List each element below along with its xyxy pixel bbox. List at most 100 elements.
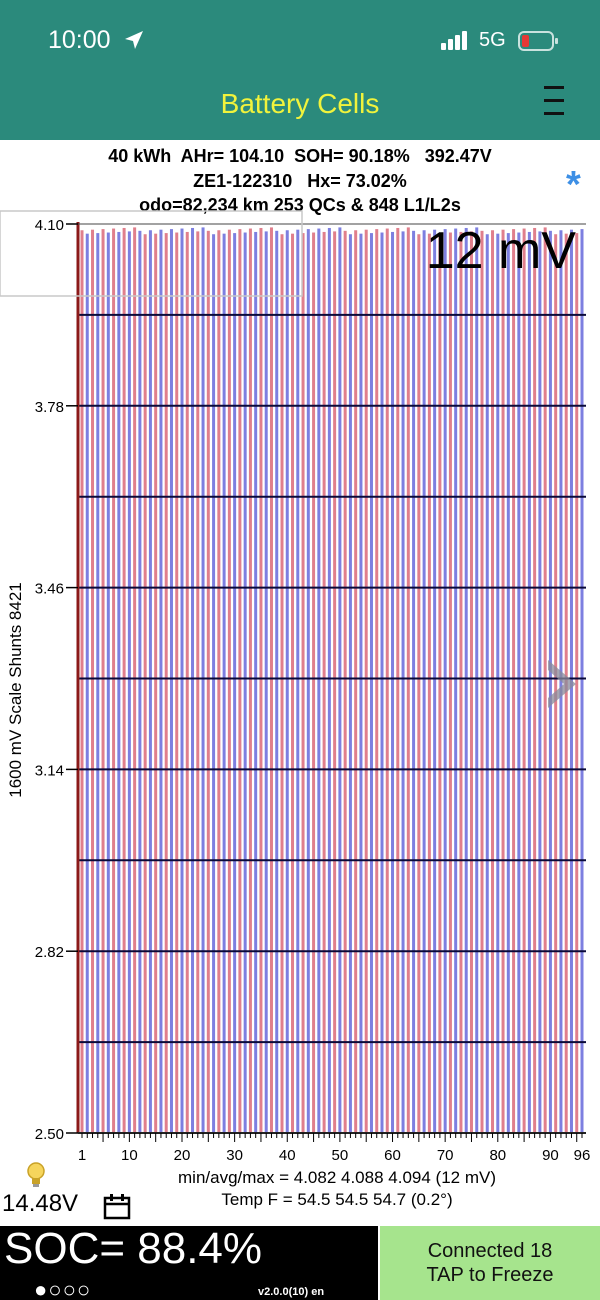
cell-bar [148, 230, 152, 1133]
x-tick-label: 96 [574, 1147, 591, 1164]
cell-bar [185, 231, 189, 1133]
calendar-icon[interactable] [102, 1192, 132, 1220]
x-tick-label: 70 [437, 1147, 454, 1164]
cell-bar [238, 229, 242, 1134]
cell-bar [401, 231, 405, 1133]
cell-bar [254, 231, 258, 1133]
cell-bar [343, 230, 347, 1133]
cell-bar [333, 231, 337, 1133]
cell-bar [454, 228, 458, 1134]
cell-bar [517, 232, 521, 1133]
zoom-box [0, 210, 303, 297]
cell-bar [222, 233, 226, 1133]
cell-voltage-chart[interactable]: 4.10 3.78 3.46 3.14 2.82 2.50 1 10 20 30 40 50 60 70… [0, 205, 600, 1223]
lightbulb-icon[interactable] [25, 1161, 47, 1189]
cell-bar [438, 233, 442, 1134]
x-tick-label: 1 [78, 1147, 86, 1164]
min-avg-max-stats: min/avg/max = 4.082 4.088 4.094 (12 mV) [178, 1168, 496, 1187]
cell-bar [169, 229, 173, 1134]
cell-bar [538, 231, 542, 1133]
cell-bar [96, 233, 100, 1134]
cell-bar [501, 229, 505, 1133]
page-dots[interactable]: ●○○○ [34, 1277, 92, 1300]
cell-bar [459, 231, 463, 1133]
cell-bar [554, 234, 558, 1134]
cell-bar [354, 230, 358, 1133]
cell-bar [217, 230, 221, 1133]
soc-readout: SOC= 88.4% [4, 1224, 263, 1273]
cell-bar [548, 230, 552, 1133]
app-version: v2.0.0(10) en [258, 1286, 325, 1298]
x-tick-label: 20 [174, 1147, 191, 1164]
cell-bar [248, 228, 252, 1134]
cell-bar [206, 230, 210, 1133]
y-tick-label: 3.14 [35, 762, 64, 779]
cell-bar [575, 233, 579, 1134]
x-tick-label: 80 [489, 1147, 506, 1164]
cell-bar [264, 231, 268, 1133]
freeze-instruction: TAP to Freeze [426, 1264, 554, 1286]
cell-bar [227, 229, 231, 1133]
cell-bar [496, 233, 500, 1133]
cell-bar [443, 229, 447, 1134]
aux-battery-voltage: 14.48V [2, 1190, 79, 1217]
y-tick-label: 2.82 [35, 944, 64, 961]
cell-bar [296, 229, 300, 1133]
cell-bar [122, 227, 126, 1134]
summary-line-pack: 40 kWh AHr= 104.10 SOH= 90.18% 392.47V [108, 146, 492, 166]
cell-bar [127, 231, 131, 1133]
next-page-chevron-icon[interactable] [542, 654, 584, 714]
cell-bar [359, 233, 363, 1133]
cell-bar [196, 231, 200, 1133]
menu-icon[interactable] [542, 84, 566, 118]
summary-line-vin: ZE1-122310 Hx= 73.02% [193, 171, 407, 191]
cell-bar [485, 234, 489, 1134]
cell-bar [269, 227, 273, 1133]
cell-bar [506, 233, 510, 1134]
cell-bar [106, 232, 110, 1133]
cell-bar [301, 233, 305, 1134]
cell-bar [159, 229, 163, 1133]
cell-bar [475, 227, 479, 1133]
cell-bar [275, 230, 279, 1133]
y-tick-label: 3.78 [35, 399, 64, 416]
cell-bar [543, 227, 547, 1133]
cell-bar [285, 230, 289, 1133]
x-tick-label: 60 [384, 1147, 401, 1164]
signal-icon [441, 31, 467, 50]
cell-bar [522, 228, 526, 1134]
cell-bar [348, 234, 352, 1134]
star-icon[interactable]: * [566, 164, 581, 206]
cell-bar [180, 228, 184, 1134]
x-tick-label: 50 [332, 1147, 349, 1164]
cell-bar [243, 232, 247, 1133]
cell-bar [417, 234, 421, 1134]
cell-bar [412, 230, 416, 1133]
phone-battery-icon [518, 31, 558, 51]
cell-bar [369, 233, 373, 1134]
cell-bar [101, 229, 105, 1134]
cell-bar [512, 229, 516, 1134]
cell-bar [391, 231, 395, 1133]
cell-bar [317, 228, 321, 1134]
summary-line-odometer: odo=82,234 km 253 QCs & 848 L1/L2s [139, 195, 461, 215]
cell-bar [580, 229, 584, 1134]
cell-bar [327, 227, 331, 1134]
connection-freeze-button[interactable]: Connected 18 TAP to Freeze [380, 1226, 600, 1300]
cell-bar [306, 229, 310, 1134]
app-title: Battery Cells [220, 88, 380, 119]
cell-bar [291, 233, 295, 1133]
cell-bar [191, 227, 195, 1134]
cell-bar [280, 234, 284, 1134]
top-bar: 10:00 5G Battery Cells [0, 0, 600, 140]
cell-bar [91, 229, 95, 1133]
cell-bar [138, 230, 142, 1133]
cell-bar [259, 227, 263, 1134]
cell-bar [338, 227, 342, 1133]
cell-bar [364, 229, 368, 1133]
cell-bar [527, 231, 531, 1133]
cell-bar [375, 229, 379, 1134]
cell-bar [491, 230, 495, 1133]
cell-bar [406, 227, 410, 1133]
y-tick-label: 4.10 [35, 217, 64, 234]
